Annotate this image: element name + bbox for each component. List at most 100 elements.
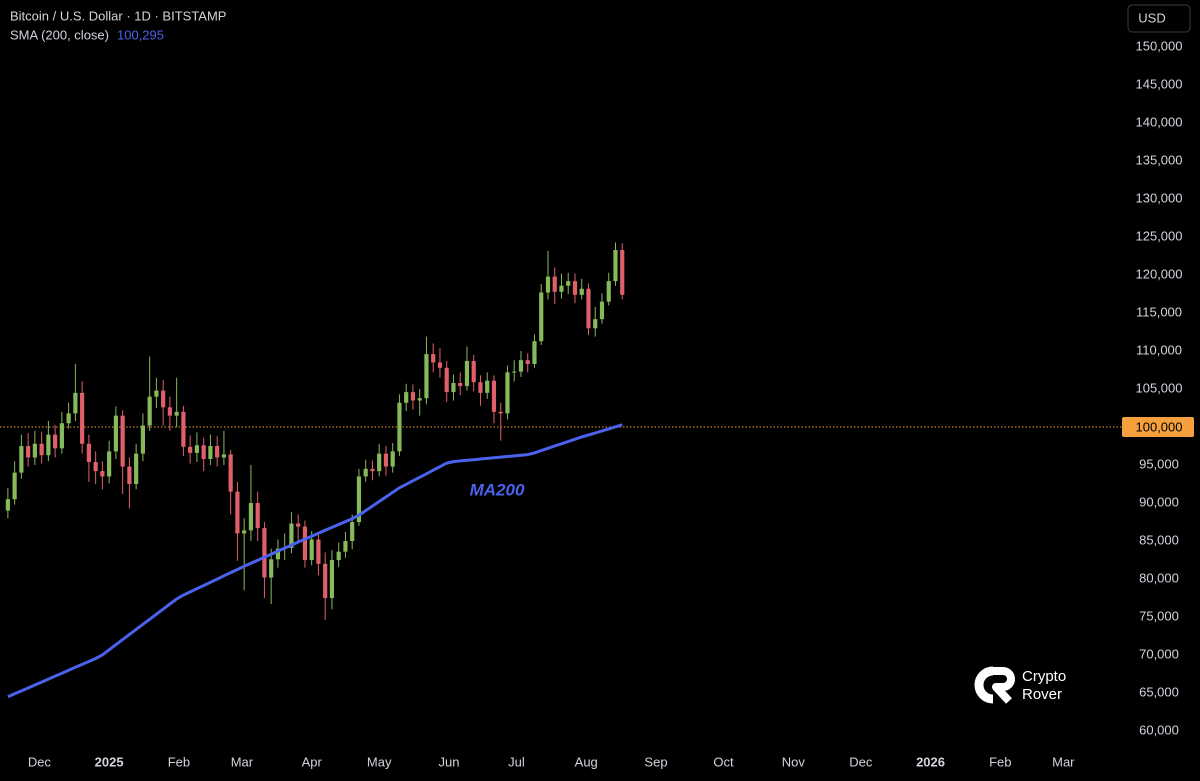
currency-button[interactable]: USD — [1127, 4, 1191, 33]
candle-body — [53, 434, 58, 449]
candle-body — [417, 398, 422, 401]
logo-text: Crypto — [1022, 668, 1066, 685]
candle-body — [262, 528, 267, 578]
indicator-value: 100,295 — [117, 27, 164, 42]
candle-body — [26, 446, 31, 458]
candle-body — [431, 354, 436, 363]
candle-body — [343, 541, 348, 552]
candle-body — [579, 288, 584, 295]
candle-body — [242, 530, 247, 534]
candle-body — [350, 522, 355, 542]
x-tick-label: 2026 — [916, 754, 945, 769]
candle-body — [275, 548, 281, 560]
candle-body — [336, 551, 341, 561]
candle-body — [390, 451, 395, 467]
y-tick-label: 120,000 — [1136, 267, 1183, 282]
candle-body — [458, 382, 463, 387]
candle-body — [302, 526, 308, 561]
candle-body — [532, 341, 537, 364]
y-tick-label: 70,000 — [1139, 646, 1179, 661]
x-tick-label: Apr — [302, 754, 323, 769]
currency-button-box[interactable] — [1127, 4, 1191, 33]
candle-body — [471, 360, 476, 383]
plot-area: MA200 — [0, 242, 1122, 699]
x-tick-label: May — [367, 754, 392, 769]
candle-body — [194, 445, 200, 453]
candle-body — [363, 468, 368, 477]
candle-body — [5, 499, 10, 511]
candle-body — [221, 454, 227, 458]
x-tick-label: Dec — [849, 754, 873, 769]
y-tick-label: 95,000 — [1139, 456, 1179, 471]
y-tick-label: 80,000 — [1139, 570, 1179, 585]
candle-body — [377, 453, 382, 472]
y-tick-label: 130,000 — [1136, 191, 1183, 206]
candle-body — [161, 390, 166, 408]
candle-body — [201, 445, 206, 459]
candle-body — [296, 523, 301, 527]
candle-body — [316, 539, 321, 564]
sma-line — [7, 423, 623, 699]
price-tag — [1122, 417, 1194, 438]
x-tick-label: Sep — [644, 754, 667, 769]
y-tick-label: 135,000 — [1136, 153, 1183, 168]
x-tick-label: Oct — [713, 754, 734, 769]
x-tick-label: Jun — [438, 754, 459, 769]
y-tick-label: 60,000 — [1139, 722, 1179, 737]
candle-body — [100, 471, 105, 477]
candle-body — [127, 466, 132, 485]
candle-body — [140, 425, 145, 454]
y-tick-label: 110,000 — [1136, 343, 1182, 358]
candle-body — [539, 292, 544, 342]
y-tick-label: 75,000 — [1139, 608, 1179, 623]
candle-body — [444, 367, 449, 393]
y-tick-label: 85,000 — [1139, 532, 1179, 547]
x-tick-label: Feb — [989, 754, 1011, 769]
candle-body — [491, 380, 497, 412]
x-tick-label: Aug — [575, 754, 598, 769]
candle-body — [32, 443, 37, 458]
candle-body — [613, 250, 618, 282]
candle-body — [451, 382, 456, 393]
candle-body — [518, 360, 524, 372]
candle-body — [181, 411, 186, 447]
candle-body — [404, 392, 409, 403]
candle-body — [80, 392, 85, 444]
candle-body — [147, 396, 152, 426]
y-tick-label: 90,000 — [1139, 494, 1179, 509]
currency-label[interactable]: USD — [1138, 10, 1165, 25]
candle-body — [215, 446, 220, 458]
candle-body — [269, 559, 274, 578]
logo-text: Rover — [1022, 686, 1062, 703]
candle-body — [46, 434, 51, 456]
y-tick-label: 140,000 — [1136, 115, 1183, 130]
candle-body — [525, 360, 530, 364]
chart-title: Bitcoin / U.S. Dollar · 1D · BITSTAMP — [10, 8, 226, 23]
x-tick-label: Mar — [231, 754, 254, 769]
candle-body — [559, 285, 564, 292]
candle-body — [235, 491, 240, 534]
x-tick-label: Feb — [168, 754, 190, 769]
candle-body — [397, 402, 402, 452]
candle-body — [86, 443, 91, 463]
candle-body — [356, 476, 362, 523]
y-tick-label: 115,000 — [1136, 305, 1182, 320]
candle-body — [154, 390, 159, 397]
candle-body — [208, 446, 213, 459]
candle-body — [572, 281, 578, 295]
candle-body — [113, 415, 118, 452]
y-tick-label: 145,000 — [1136, 77, 1183, 92]
candle-body — [485, 380, 490, 393]
candle-body — [59, 423, 64, 449]
candle-body — [248, 503, 254, 531]
candle-body — [464, 360, 470, 387]
y-tick-label: 65,000 — [1139, 684, 1179, 699]
candle-body — [437, 362, 443, 368]
x-tick-label: Nov — [782, 754, 806, 769]
sma-annotation: MA200 — [470, 480, 525, 499]
indicator-name: SMA (200, close) — [10, 27, 109, 42]
candle-body — [174, 411, 179, 416]
